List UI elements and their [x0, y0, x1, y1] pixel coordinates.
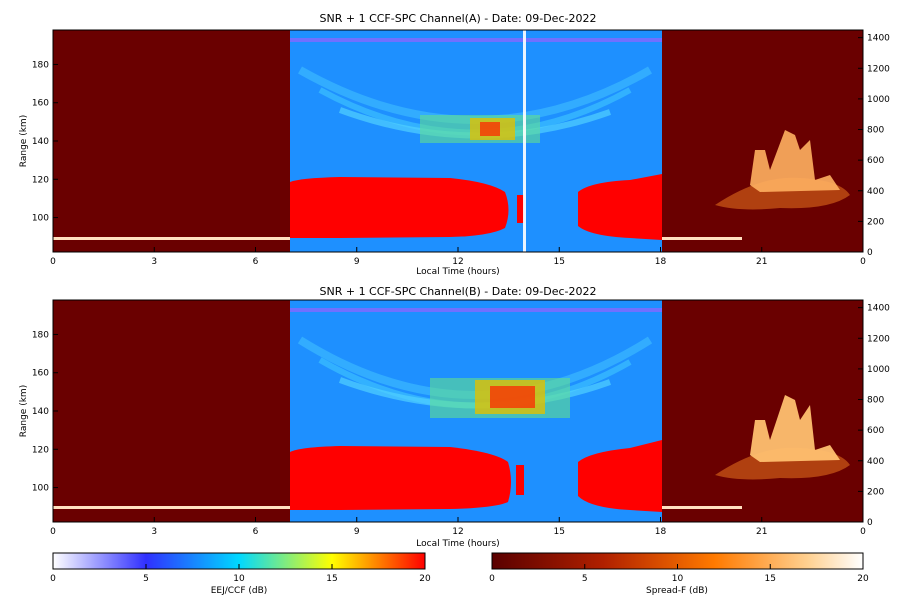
y-tick-label: 120	[32, 445, 49, 455]
colorbar-tick-label: 15	[765, 574, 776, 584]
colorbar-tick-label: 10	[672, 574, 684, 584]
right-y-tick-label: 400	[867, 457, 884, 467]
right-y-tick-label: 600	[867, 156, 884, 166]
panel-a-night-right	[662, 30, 863, 252]
colorbar-spread-f-label: Spread-F (dB)	[646, 586, 708, 596]
panel-b-eej-patch-1	[516, 465, 524, 495]
panel-b-night-trace-right	[662, 506, 742, 509]
panel-b-ylabel: Range (km)	[19, 385, 29, 437]
x-tick-label: 6	[253, 527, 259, 537]
x-tick-label: 0	[50, 257, 56, 267]
right-y-tick-label: 800	[867, 126, 884, 136]
panel-b-night-right	[662, 300, 863, 522]
x-tick-label: 9	[354, 527, 360, 537]
panel-a-ylabel: Range (km)	[19, 115, 29, 167]
x-tick-label: 21	[756, 257, 767, 267]
right-y-tick-label: 200	[867, 217, 884, 227]
x-tick-label: 18	[655, 527, 667, 537]
colorbar-tick-label: 5	[143, 574, 149, 584]
x-tick-label: 12	[452, 257, 463, 267]
panel-a-night-trace-right	[662, 237, 742, 240]
right-y-tick-label: 400	[867, 187, 884, 197]
colorbar-eej: 0 5 10 15 20 EEJ/CCF (dB)	[50, 552, 431, 596]
colorbar-tick-label: 15	[326, 574, 337, 584]
panel-a-spread-f-plume	[750, 130, 840, 192]
right-y-tick-label: 800	[867, 396, 884, 406]
panel-b-eej-patch-2	[578, 440, 662, 512]
y-tick-label: 180	[32, 330, 49, 340]
right-y-tick-label: 1200	[867, 334, 890, 344]
y-tick-label: 160	[32, 99, 49, 109]
x-tick-label: 6	[253, 257, 259, 267]
right-y-tick-label: 200	[867, 487, 884, 497]
x-tick-label: 0	[860, 257, 866, 267]
panel-a-eej-patch-2	[578, 174, 662, 240]
y-tick-label: 180	[32, 60, 49, 70]
x-tick-label: 18	[655, 257, 667, 267]
x-tick-label: 0	[860, 527, 866, 537]
panel-b-top-band	[290, 308, 662, 312]
panel-b-eej-region	[290, 446, 511, 510]
panel-a-night-left	[53, 30, 290, 252]
x-tick-label: 9	[354, 257, 360, 267]
panel-b-ccf-peak	[490, 386, 535, 408]
right-y-tick-label: 600	[867, 426, 884, 436]
panel-a-ccf-peak	[480, 122, 500, 136]
panel-a-title: SNR + 1 CCF-SPC Channel(A) - Date: 09-De…	[320, 12, 597, 25]
colorbar-tick-label: 20	[419, 574, 431, 584]
x-tick-label: 3	[151, 257, 157, 267]
x-tick-label: 21	[756, 527, 767, 537]
panel-b-night-trace	[53, 506, 290, 509]
panel-b-axes: 0 3 6 9 12 15 18 21 0 100 120 140 160 180 0 200 400 600 80…	[32, 304, 890, 537]
panel-a-eej-patch-1	[517, 195, 524, 223]
panel-a-data-gap	[523, 30, 526, 252]
panel-b-spread-f-plume	[750, 395, 840, 462]
x-tick-label: 15	[554, 257, 565, 267]
right-y-tick-label: 1400	[867, 34, 890, 44]
colorbar-tick-label: 0	[50, 574, 56, 584]
x-tick-label: 0	[50, 527, 56, 537]
colorbar-spread-f: 0 5 10 15 20 Spread-F (dB)	[489, 552, 869, 596]
right-y-tick-label: 1000	[867, 365, 890, 375]
right-y-tick-label: 1400	[867, 304, 890, 314]
panel-a-xlabel: Local Time (hours)	[416, 267, 499, 277]
panel-b: SNR + 1 CCF-SPC Channel(B) - Date: 09-De…	[19, 285, 890, 549]
right-y-tick-label: 1200	[867, 64, 890, 74]
panel-a-axes: 0 3 6 9 12 15 18 21 0 100 120 140 160 180 0 200 400 600 80…	[32, 34, 890, 267]
x-tick-label: 12	[452, 527, 463, 537]
colorbar-tick-label: 0	[489, 574, 495, 584]
panel-b-xlabel: Local Time (hours)	[416, 539, 499, 549]
right-y-tick-label: 0	[867, 518, 873, 528]
panel-a: SNR + 1 CCF-SPC Channel(A) - Date: 09-De…	[19, 12, 890, 277]
y-tick-label: 100	[32, 214, 49, 224]
panel-a-eej-region	[290, 177, 509, 238]
colorbar-tick-label: 10	[233, 574, 245, 584]
colorbar-tick-label: 20	[857, 574, 869, 584]
y-tick-label: 120	[32, 175, 49, 185]
y-tick-label: 140	[32, 407, 49, 417]
right-y-tick-label: 0	[867, 248, 873, 258]
colorbar-tick-label: 5	[582, 574, 588, 584]
x-tick-label: 15	[554, 527, 565, 537]
colorbar-eej-label: EEJ/CCF (dB)	[211, 586, 268, 596]
x-tick-label: 3	[151, 527, 157, 537]
y-tick-label: 160	[32, 369, 49, 379]
panel-a-top-band	[290, 38, 662, 42]
y-tick-label: 140	[32, 137, 49, 147]
right-y-tick-label: 1000	[867, 95, 890, 105]
panel-b-night-left	[53, 300, 290, 522]
panel-b-title: SNR + 1 CCF-SPC Channel(B) - Date: 09-De…	[320, 285, 597, 298]
y-tick-label: 100	[32, 484, 49, 494]
panel-a-night-trace	[53, 237, 290, 240]
